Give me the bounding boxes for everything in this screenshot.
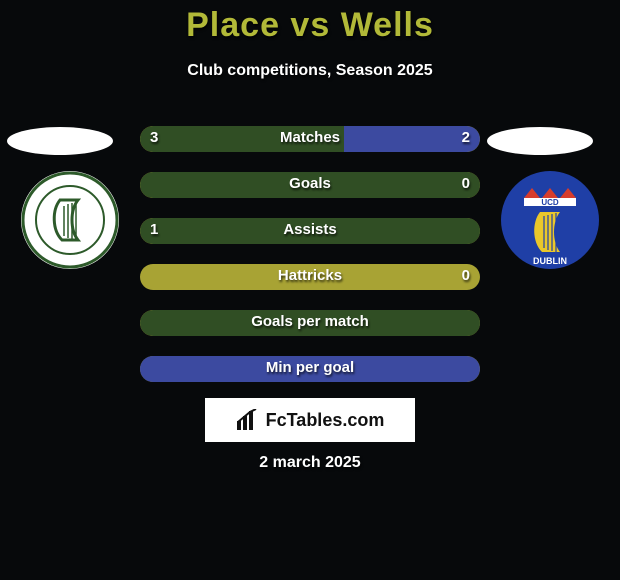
stat-value-left: 1	[150, 221, 158, 238]
stat-label: Matches	[140, 129, 480, 146]
stat-value-right: 0	[462, 175, 470, 192]
left-ellipse	[7, 127, 113, 155]
stat-label: Assists	[140, 221, 480, 238]
stat-label: Hattricks	[140, 267, 480, 284]
stat-row: Matches3 2	[140, 126, 480, 152]
date-text: 2 march 2025	[0, 454, 620, 472]
stat-value-left: 3	[150, 129, 158, 146]
brand-text: FcTables.com	[266, 410, 385, 431]
stat-row: Assists1	[140, 218, 480, 244]
stat-value-right: 2	[462, 129, 470, 146]
stat-label: Min per goal	[140, 359, 480, 376]
ucd-subtext: DUBLIN	[533, 256, 567, 266]
stat-row: Goals0	[140, 172, 480, 198]
stat-value-right: 0	[462, 267, 470, 284]
finn-harps-icon	[20, 170, 120, 270]
page-title: Place vs Wells	[0, 6, 620, 45]
brand-box: FcTables.com	[205, 398, 415, 442]
right-club-badge: UCD DUBLIN	[500, 170, 600, 270]
page-subtitle: Club competitions, Season 2025	[0, 62, 620, 80]
stat-row: Hattricks0	[140, 264, 480, 290]
comparison-infographic: Place vs Wells Club competitions, Season…	[0, 0, 620, 580]
ucd-dublin-icon: UCD DUBLIN	[500, 170, 600, 270]
stat-bars: Matches32Goals0Assists1Hattricks0Goals p…	[140, 126, 480, 402]
ucd-text: UCD	[541, 198, 559, 207]
stat-row: Goals per match	[140, 310, 480, 336]
right-ellipse	[487, 127, 593, 155]
stat-label: Goals per match	[140, 313, 480, 330]
left-club-badge	[20, 170, 120, 270]
stat-row: Min per goal	[140, 356, 480, 382]
stat-label: Goals	[140, 175, 480, 192]
fctables-logo-icon	[236, 409, 260, 431]
